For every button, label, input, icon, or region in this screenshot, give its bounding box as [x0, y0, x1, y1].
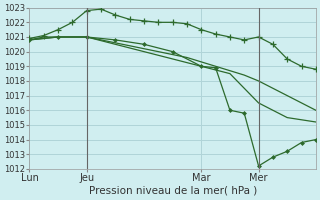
- X-axis label: Pression niveau de la mer( hPa ): Pression niveau de la mer( hPa ): [89, 186, 257, 196]
